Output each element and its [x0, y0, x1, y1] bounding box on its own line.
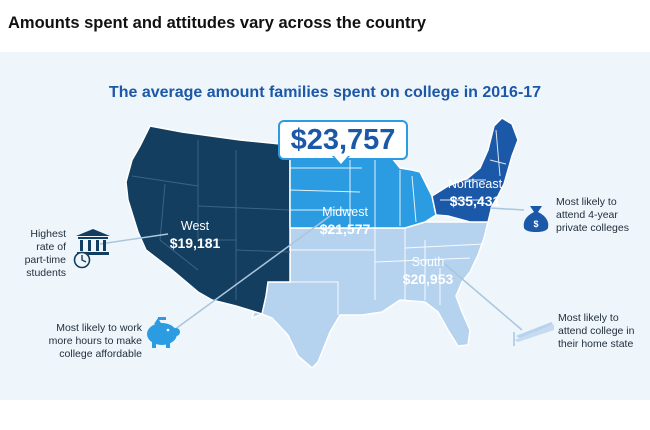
region-label-west: West $19,181	[160, 218, 230, 252]
midwest-connector-line	[173, 215, 331, 331]
page-title: Amounts spent and attitudes vary across …	[8, 14, 427, 32]
region-amount-west: $19,181	[169, 235, 221, 251]
note-south: Most likely to attend college in their h…	[558, 312, 635, 350]
note-northeast: Most likely to attend 4-year private col…	[556, 196, 629, 234]
region-name-northeast: Northeast	[447, 177, 503, 191]
note-west: Highest rate of part-time students	[24, 228, 66, 279]
west-connector-line	[99, 233, 169, 245]
region-label-northeast: Northeast $35,431	[436, 176, 514, 210]
region-amount-midwest: $21,577	[319, 221, 371, 237]
northeast-connector-line	[489, 207, 525, 211]
region-name-south: South	[411, 255, 445, 269]
region-amount-northeast: $35,431	[449, 193, 501, 209]
bank-clock-icon	[73, 229, 110, 269]
national-average-callout: $23,757	[278, 120, 408, 160]
money-bag-icon: $	[523, 206, 549, 232]
note-midwest: Most likely to work more hours to make c…	[48, 322, 142, 360]
region-south	[250, 221, 489, 370]
south-connector-line	[439, 259, 523, 331]
region-label-midwest: Midwest $21,577	[308, 204, 382, 238]
region-northeast	[431, 117, 519, 223]
home-pennant-icon	[513, 321, 554, 346]
region-name-west: West	[180, 219, 210, 233]
svg-text:$: $	[533, 219, 538, 229]
region-amount-south: $20,953	[402, 271, 454, 287]
piggy-bank-icon	[147, 317, 180, 348]
map-title: The average amount families spent on col…	[108, 84, 542, 101]
region-label-south: South $20,953	[390, 254, 466, 288]
region-name-midwest: Midwest	[322, 205, 368, 219]
